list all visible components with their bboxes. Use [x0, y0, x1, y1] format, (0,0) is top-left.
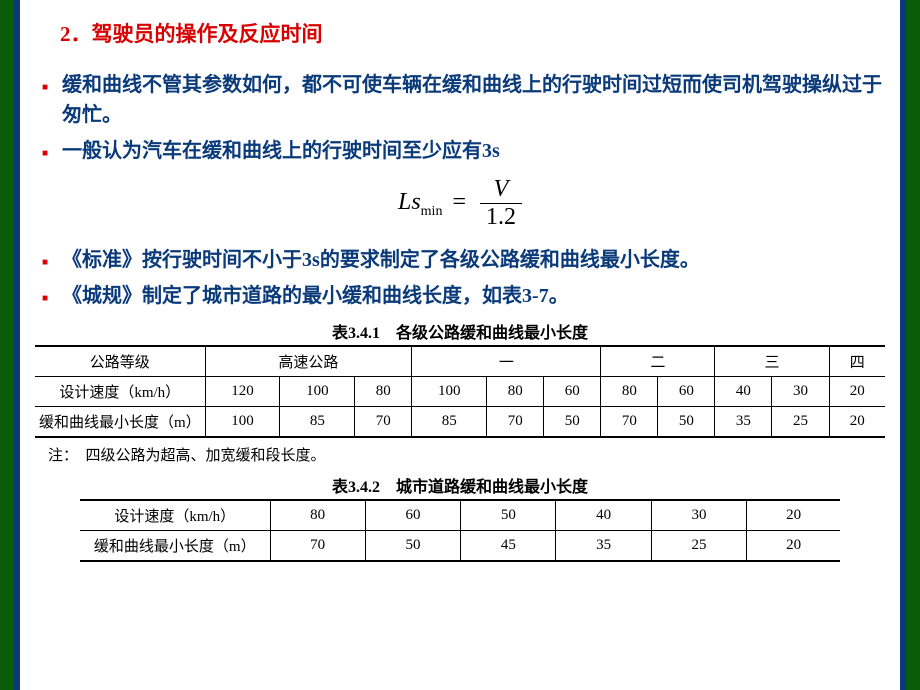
cell: 35	[556, 531, 651, 562]
cell-group: 一	[412, 346, 601, 377]
cell: 25	[772, 407, 829, 438]
cell: 85	[412, 407, 487, 438]
bullet-marker-icon: ■	[42, 291, 48, 306]
cell: 40	[715, 377, 772, 407]
cell: 70	[601, 407, 658, 438]
bullet-marker-icon: ■	[42, 80, 48, 95]
cell-group: 二	[601, 346, 715, 377]
cell: 100	[205, 407, 280, 438]
bullet-marker-icon: ■	[42, 146, 48, 161]
cell: 45	[461, 531, 556, 562]
table1-note: 注： 四级公路为超高、加宽缓和段长度。	[48, 444, 900, 465]
cell: 20	[747, 500, 840, 531]
cell-group: 四	[829, 346, 885, 377]
table1-caption: 表3.4.1 各级公路缓和曲线最小长度	[20, 319, 900, 343]
cell: 50	[658, 407, 715, 438]
cell: 80	[601, 377, 658, 407]
cell: 25	[651, 531, 746, 562]
bullet-3: ■ 《标准》按行驶时间不小于3s的要求制定了各级公路缓和曲线最小长度。	[42, 245, 900, 275]
section-heading: 2．驾驶员的操作及反应时间	[60, 18, 900, 48]
cell-label: 缓和曲线最小长度（m）	[80, 531, 270, 562]
cell: 50	[544, 407, 601, 438]
cell: 70	[270, 531, 365, 562]
cell: 80	[487, 377, 544, 407]
cell: 20	[829, 377, 885, 407]
cell: 60	[365, 500, 460, 531]
bullet-text: 缓和曲线不管其参数如何，都不可使车辆在缓和曲线上的行驶时间过短而使司机驾驶操纵过…	[62, 70, 900, 130]
cell: 80	[270, 500, 365, 531]
table-highway: 公路等级 高速公路 一 二 三 四 设计速度（km/h） 120 100 80 …	[35, 345, 885, 438]
cell: 30	[772, 377, 829, 407]
table-urban: 设计速度（km/h） 80 60 50 40 30 20 缓和曲线最小长度（m）…	[80, 499, 840, 562]
bullet-text: 一般认为汽车在缓和曲线上的行驶时间至少应有3s	[62, 136, 500, 166]
cell: 85	[280, 407, 355, 438]
cell: 20	[829, 407, 885, 438]
formula-numerator: V	[480, 176, 522, 204]
cell-group: 三	[715, 346, 829, 377]
cell: 60	[658, 377, 715, 407]
formula: Lsmin = V 1.2	[20, 176, 900, 231]
bullet-1: ■ 缓和曲线不管其参数如何，都不可使车辆在缓和曲线上的行驶时间过短而使司机驾驶操…	[42, 70, 900, 130]
cell: 120	[205, 377, 280, 407]
bullet-text: 《城规》制定了城市道路的最小缓和曲线长度，如表3-7。	[62, 281, 569, 311]
table-row: 设计速度（km/h） 80 60 50 40 30 20	[80, 500, 840, 531]
cell: 30	[651, 500, 746, 531]
formula-lhs: Ls	[398, 189, 421, 215]
cell: 80	[355, 377, 412, 407]
cell: 50	[461, 500, 556, 531]
cell: 70	[355, 407, 412, 438]
cell: 35	[715, 407, 772, 438]
formula-sub: min	[421, 204, 443, 219]
cell-label: 公路等级	[35, 346, 205, 377]
bullet-2: ■ 一般认为汽车在缓和曲线上的行驶时间至少应有3s	[42, 136, 900, 166]
table-row: 设计速度（km/h） 120 100 80 100 80 60 80 60 40…	[35, 377, 885, 407]
cell: 100	[412, 377, 487, 407]
cell: 40	[556, 500, 651, 531]
table-row: 缓和曲线最小长度（m） 100 85 70 85 70 50 70 50 35 …	[35, 407, 885, 438]
table-row: 公路等级 高速公路 一 二 三 四	[35, 346, 885, 377]
formula-fraction: V 1.2	[480, 176, 522, 231]
cell: 100	[280, 377, 355, 407]
table2-caption: 表3.4.2 城市道路缓和曲线最小长度	[20, 473, 900, 497]
table-row: 缓和曲线最小长度（m） 70 50 45 35 25 20	[80, 531, 840, 562]
cell: 50	[365, 531, 460, 562]
formula-eq: =	[452, 189, 466, 215]
cell-group: 高速公路	[205, 346, 412, 377]
bullet-4: ■ 《城规》制定了城市道路的最小缓和曲线长度，如表3-7。	[42, 281, 900, 311]
cell-label: 设计速度（km/h）	[35, 377, 205, 407]
formula-denominator: 1.2	[480, 204, 522, 231]
cell: 20	[747, 531, 840, 562]
slide-content: 2．驾驶员的操作及反应时间 ■ 缓和曲线不管其参数如何，都不可使车辆在缓和曲线上…	[20, 0, 900, 690]
cell-label: 缓和曲线最小长度（m）	[35, 407, 205, 438]
cell-label: 设计速度（km/h）	[80, 500, 270, 531]
cell: 60	[544, 377, 601, 407]
bullet-marker-icon: ■	[42, 255, 48, 270]
bullet-text: 《标准》按行驶时间不小于3s的要求制定了各级公路缓和曲线最小长度。	[62, 245, 700, 275]
cell: 70	[487, 407, 544, 438]
